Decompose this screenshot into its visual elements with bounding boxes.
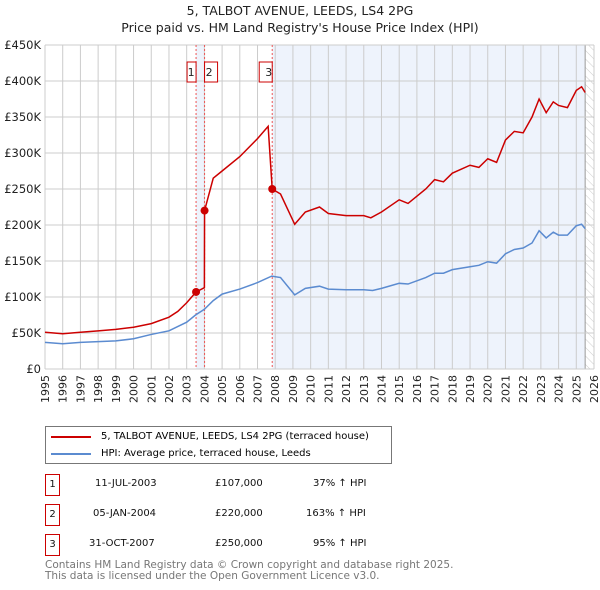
sale-price: £250,000 [215, 538, 263, 549]
x-tick-label: 1995 [39, 375, 52, 403]
sale-label-box [258, 61, 273, 83]
sale-point [200, 206, 209, 215]
legend-swatch-hpi [51, 452, 91, 455]
sale-label: 2 [206, 66, 213, 79]
x-tick-label: 2017 [429, 375, 442, 403]
footer: Contains HM Land Registry data © Crown c… [45, 560, 453, 582]
x-tick-label: 2003 [181, 375, 194, 403]
sale-label: 1 [188, 66, 195, 79]
y-tick-label: £300K [4, 146, 41, 160]
sale-marker: 3 [45, 534, 60, 556]
x-tick-label: 1999 [110, 375, 123, 403]
sale-marker: 2 [45, 504, 60, 526]
legend-swatch-property [51, 435, 91, 438]
x-tick-label: 1997 [74, 375, 87, 403]
y-tick-label: £450K [4, 38, 41, 52]
sale-price: £107,000 [215, 478, 263, 489]
x-tick-label: 2005 [216, 375, 229, 403]
price-chart: 1995 1996 1997 1998 1999 2000 2001 2002 2003 2004… [4, 38, 600, 403]
x-tick-label: 2007 [252, 375, 265, 403]
sale-hpi: 163% ↑ HPI [306, 508, 366, 519]
y-tick-label: £200K [4, 218, 41, 232]
chart-subtitle: Price paid vs. HM Land Registry's House … [121, 20, 479, 35]
x-tick-label: 2016 [411, 375, 424, 403]
shaded-range [272, 45, 586, 369]
sale-date: 31-OCT-2007 [89, 538, 155, 549]
series-line [44, 223, 586, 345]
x-tick-label: 1998 [92, 375, 105, 403]
sale-hpi: 37% ↑ HPI [313, 478, 367, 489]
sale-point [268, 185, 277, 193]
legend-label-hpi: HPI: Average price, terraced house, Leed… [101, 448, 311, 459]
x-tick-label: 2023 [535, 375, 548, 403]
x-tick-label: 2000 [128, 375, 141, 403]
sale-row: 3 31-OCT-2007 £250,000 95% ↑ HPI [45, 534, 445, 556]
x-tick-label: 2010 [305, 375, 318, 403]
sale-hpi: 95% ↑ HPI [313, 538, 367, 549]
sale-point [192, 287, 201, 296]
x-tick-label: 2004 [198, 375, 211, 403]
legend-label-property: 5, TALBOT AVENUE, LEEDS, LS4 2PG (terrac… [101, 431, 369, 442]
forecast-hatch [585, 45, 594, 369]
sale-label-box [204, 61, 219, 83]
x-tick-label: 2026 [588, 375, 600, 403]
y-tick-label: £400K [4, 74, 41, 88]
x-tick-label: 2019 [464, 375, 477, 403]
y-tick-label: £100K [4, 290, 41, 304]
x-tick-label: 2002 [163, 375, 176, 403]
x-tick-label: 2020 [482, 375, 495, 403]
legend: 5, TALBOT AVENUE, LEEDS, LS4 2PG (terrac… [45, 426, 392, 464]
x-tick-label: 2014 [375, 375, 388, 403]
x-tick-label: 2021 [499, 375, 512, 403]
x-tick-label: 2025 [570, 375, 583, 403]
x-tick-label: 2011 [322, 375, 335, 403]
x-tick-label: 1996 [57, 375, 70, 403]
chart-title: 5, TALBOT AVENUE, LEEDS, LS4 2PG [186, 3, 414, 18]
sale-label: 3 [265, 66, 272, 79]
sale-marker: 1 [45, 474, 60, 496]
x-tick-label: 2018 [446, 375, 459, 403]
x-tick-label: 2012 [340, 375, 353, 403]
x-tick-label: 2015 [393, 375, 406, 403]
x-tick-label: 2022 [517, 375, 530, 403]
x-tick-label: 2013 [358, 375, 371, 403]
y-tick-label: £150K [4, 254, 41, 268]
y-tick-label: £0 [26, 362, 41, 376]
series-line [44, 85, 586, 335]
y-tick-label: £350K [4, 110, 41, 124]
sale-date: 05-JAN-2004 [93, 508, 157, 519]
y-tick-label: £50K [12, 326, 42, 340]
x-tick-label: 2024 [553, 375, 566, 403]
sale-price: £220,000 [215, 508, 263, 519]
x-tick-label: 2001 [145, 375, 158, 403]
shaded-range [196, 45, 205, 369]
x-tick-label: 2009 [287, 375, 300, 403]
sale-date: 11-JUL-2003 [95, 478, 157, 489]
x-tick-label: 2008 [269, 375, 282, 403]
sale-label-box [186, 61, 197, 83]
y-tick-label: £250K [4, 182, 41, 196]
sale-row: 1 11-JUL-2003 £107,000 37% ↑ HPI [45, 474, 445, 496]
sale-row: 2 05-JAN-2004 £220,000 163% ↑ HPI [45, 504, 445, 526]
footer-copyright: Contains HM Land Registry data © Crown c… [45, 559, 454, 571]
footer-licence: This data is licensed under the Open Gov… [45, 570, 380, 582]
x-tick-label: 2006 [234, 375, 247, 403]
